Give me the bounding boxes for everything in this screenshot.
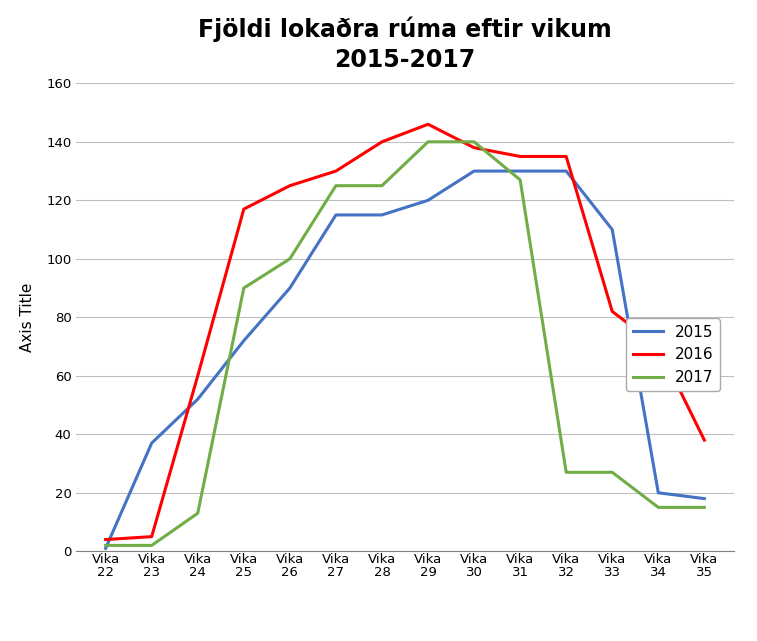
- 2016: [469, 144, 478, 151]
- 2015: [516, 167, 525, 175]
- 2017: [147, 542, 156, 549]
- 2015: [562, 167, 571, 175]
- 2016: [285, 182, 294, 190]
- 2015: [423, 196, 432, 204]
- 2017: [285, 255, 294, 263]
- 2015: [699, 495, 709, 503]
- 2015: [469, 167, 478, 175]
- 2016: [654, 343, 663, 351]
- 2015: [193, 395, 202, 403]
- 2015: [101, 544, 111, 552]
- 2017: [239, 284, 248, 292]
- Line: 2017: 2017: [106, 142, 704, 545]
- 2017: [378, 182, 387, 190]
- Legend: 2015, 2016, 2017: 2015, 2016, 2017: [627, 319, 720, 391]
- Y-axis label: Axis Title: Axis Title: [20, 283, 35, 352]
- 2016: [562, 153, 571, 160]
- 2017: [608, 469, 617, 476]
- 2015: [285, 284, 294, 292]
- 2016: [608, 308, 617, 315]
- 2016: [239, 205, 248, 213]
- 2017: [699, 504, 709, 512]
- 2016: [516, 153, 525, 160]
- 2015: [239, 337, 248, 345]
- 2015: [378, 211, 387, 219]
- 2015: [608, 226, 617, 233]
- 2015: [654, 489, 663, 497]
- 2016: [147, 533, 156, 540]
- 2017: [423, 138, 432, 146]
- 2015: [147, 439, 156, 447]
- 2016: [193, 372, 202, 379]
- 2017: [654, 504, 663, 512]
- 2016: [378, 138, 387, 146]
- 2017: [193, 510, 202, 517]
- 2016: [423, 121, 432, 128]
- 2017: [469, 138, 478, 146]
- 2015: [332, 211, 341, 219]
- Line: 2015: 2015: [106, 171, 704, 548]
- 2016: [101, 536, 111, 544]
- 2017: [332, 182, 341, 190]
- 2016: [332, 167, 341, 175]
- 2017: [562, 469, 571, 476]
- Title: Fjöldi lokaðra rúma eftir vikum
2015-2017: Fjöldi lokaðra rúma eftir vikum 2015-201…: [198, 17, 612, 72]
- 2017: [516, 176, 525, 184]
- Line: 2016: 2016: [106, 124, 704, 540]
- 2017: [101, 542, 111, 549]
- 2016: [699, 437, 709, 444]
